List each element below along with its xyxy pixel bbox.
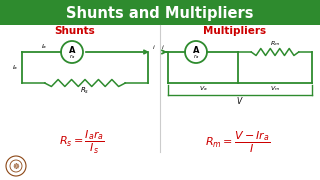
Text: Shunts: Shunts [55, 26, 95, 36]
Text: Shunts and Multipliers: Shunts and Multipliers [66, 6, 254, 21]
Text: $I_a$: $I_a$ [12, 63, 18, 72]
Text: $r_a$: $r_a$ [193, 53, 199, 61]
Text: $R_m = \dfrac{V - Ir_a}{I}$: $R_m = \dfrac{V - Ir_a}{I}$ [205, 129, 271, 155]
Text: Multipliers: Multipliers [204, 26, 267, 36]
Text: $R_m$: $R_m$ [270, 40, 280, 48]
Text: $V_a$: $V_a$ [199, 85, 207, 93]
Text: ☸: ☸ [12, 161, 20, 170]
Text: A: A [193, 46, 199, 55]
Text: $V_m$: $V_m$ [270, 85, 280, 93]
Text: $R_s$: $R_s$ [80, 86, 90, 96]
Text: $r_a$: $r_a$ [69, 53, 75, 61]
Bar [0, 0, 320, 25]
Text: $I_a$: $I_a$ [41, 42, 47, 51]
Text: $R_s = \dfrac{I_a r_a}{I_s}$: $R_s = \dfrac{I_a r_a}{I_s}$ [59, 129, 105, 156]
Text: A: A [69, 46, 75, 55]
Text: $i$: $i$ [152, 43, 156, 51]
Text: $V$: $V$ [236, 94, 244, 105]
Text: $i$: $i$ [161, 43, 165, 51]
